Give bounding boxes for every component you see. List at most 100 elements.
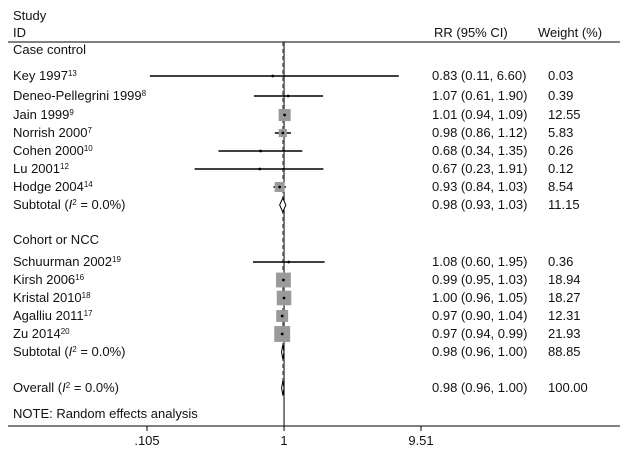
- weight-text: 18.94: [548, 272, 581, 287]
- x-tick-label: 9.51: [408, 433, 434, 448]
- point-estimate: [258, 167, 262, 171]
- weight-text: 12.55: [548, 107, 581, 122]
- ci-text: 0.99 (0.95, 1.03): [432, 272, 528, 287]
- study-label: Jain 19999: [13, 107, 74, 122]
- weight-text: 11.15: [548, 197, 580, 212]
- i-squared-symbol: I: [68, 344, 73, 359]
- subtotal-label: Subtotal (I2 = 0.0%): [13, 344, 126, 359]
- subtotal-diamond: [279, 196, 287, 214]
- subtotal-diamond: [281, 344, 285, 360]
- study-label: Kristal 201018: [13, 290, 91, 305]
- study-label: Kirsh 200616: [13, 272, 84, 287]
- i-squared-symbol: I: [62, 380, 66, 395]
- ci-text: 0.68 (0.34, 1.35): [432, 143, 528, 158]
- overall-label: Overall (I2 = 0.0%): [13, 380, 119, 395]
- study-label: Hodge 200414: [13, 179, 93, 194]
- study-name: Kristal 2010: [13, 290, 82, 305]
- ci-text: 0.98 (0.96, 1.00): [432, 344, 528, 359]
- ci-text: 1.00 (0.96, 1.05): [432, 290, 528, 305]
- ci-text: 1.01 (0.94, 1.09): [432, 107, 528, 122]
- ci-text: 0.67 (0.23, 1.91): [432, 161, 528, 176]
- group-label: Cohort or NCC: [13, 232, 99, 247]
- study-name: Hodge 2004: [13, 179, 84, 194]
- x-tick-label: 1: [280, 433, 288, 448]
- study-label: Key 199713: [13, 68, 77, 83]
- study-ref: 13: [67, 69, 77, 78]
- weight-text: 0.26: [548, 143, 574, 158]
- weight-text: 8.54: [548, 179, 574, 194]
- study-ref: 14: [83, 180, 93, 189]
- ci-text: 1.08 (0.60, 1.95): [432, 254, 528, 269]
- ci-text: 0.97 (0.94, 0.99): [432, 326, 528, 341]
- ci-text: 0.98 (0.93, 1.03): [432, 197, 528, 212]
- weight-text: 0.12: [548, 161, 574, 176]
- i-squared-symbol: I: [68, 197, 73, 212]
- study-ref: 16: [75, 273, 85, 282]
- study-ref: 18: [81, 291, 91, 300]
- weight-text: 0.36: [548, 254, 574, 269]
- ci-text: 0.97 (0.90, 1.04): [432, 308, 528, 323]
- study-name: Kirsh 2006: [13, 272, 76, 287]
- point-estimate: [271, 74, 275, 78]
- label-suffix: = 0.0%): [76, 197, 126, 212]
- study-label: Agalliu 201117: [13, 308, 93, 323]
- study-label: Cohen 200010: [13, 143, 93, 158]
- note-text: NOTE: Random effects analysis: [13, 406, 198, 421]
- study-label: Deneo-Pellegrini 19998: [13, 88, 146, 103]
- weight-text: 0.03: [548, 68, 574, 83]
- label-suffix: = 0.0%): [76, 344, 126, 359]
- study-name: Deneo-Pellegrini 1999: [13, 88, 142, 103]
- study-name: Lu 2001: [13, 161, 60, 176]
- point-estimate: [280, 314, 284, 318]
- group-label: Case control: [13, 42, 86, 57]
- study-label: Lu 200112: [13, 161, 69, 176]
- study-ref: 7: [87, 126, 92, 135]
- label-suffix: = 0.0%): [70, 380, 119, 395]
- study-ref: 12: [60, 162, 69, 171]
- study-label: Schuurman 200219: [13, 254, 121, 269]
- study-label: Zu 201420: [13, 326, 70, 341]
- study-name: Schuurman 2002: [13, 254, 113, 269]
- i-squared-exponent: 2: [65, 381, 71, 390]
- study-ref: 17: [83, 309, 93, 318]
- i-squared-exponent: 2: [72, 198, 77, 207]
- weight-text: 5.83: [548, 125, 574, 140]
- weight-text: 18.27: [548, 290, 581, 305]
- study-ref: 10: [83, 144, 93, 153]
- label-prefix: Subtotal (: [13, 197, 69, 212]
- study-name: Jain 1999: [13, 107, 70, 122]
- header-weight: Weight (%): [538, 25, 603, 40]
- ci-text: 0.93 (0.84, 1.03): [432, 179, 528, 194]
- point-estimate: [287, 260, 291, 264]
- subtotal-label: Subtotal (I2 = 0.0%): [13, 197, 126, 212]
- weight-text: 12.31: [548, 308, 581, 323]
- weight-text: 21.93: [548, 326, 581, 341]
- i-squared-exponent: 2: [72, 345, 77, 354]
- header-rr: RR (95% CI): [434, 25, 508, 40]
- study-name: Key 1997: [13, 68, 68, 83]
- point-estimate: [282, 296, 286, 300]
- weight-text: 88.85: [548, 344, 581, 359]
- weight-text: 100.00: [548, 380, 588, 395]
- ci-text: 0.98 (0.96, 1.00): [432, 380, 528, 395]
- point-estimate: [278, 185, 282, 189]
- ci-text: 1.07 (0.61, 1.90): [432, 88, 528, 103]
- overall-diamond: [281, 380, 285, 396]
- point-estimate: [286, 94, 290, 98]
- study-ref: 9: [69, 108, 74, 117]
- point-estimate: [259, 149, 262, 153]
- weight-text: 0.39: [548, 88, 574, 103]
- point-estimate: [280, 332, 284, 336]
- study-label: Norrish 20007: [13, 125, 92, 140]
- point-estimate: [281, 131, 285, 135]
- point-estimate: [282, 278, 285, 282]
- study-ref: 8: [141, 89, 147, 98]
- study-name: Cohen 2000: [13, 143, 84, 158]
- header-id: ID: [13, 25, 26, 40]
- study-name: Zu 2014: [13, 326, 61, 341]
- ci-text: 0.83 (0.11, 6.60): [432, 68, 527, 83]
- study-ref: 19: [112, 255, 121, 264]
- header-study: Study: [13, 8, 47, 23]
- study-ref: 20: [60, 327, 70, 336]
